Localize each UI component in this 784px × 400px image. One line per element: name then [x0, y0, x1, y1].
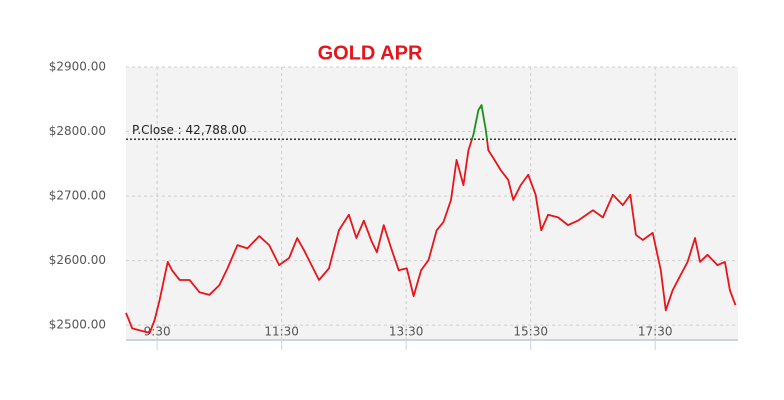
x-tick-label: 11:30 [264, 325, 299, 339]
x-tick-label: 15:30 [513, 325, 548, 339]
x-tick-label: 17:30 [638, 325, 673, 339]
y-tick-label: $2600.00 [49, 253, 106, 267]
reference-label: P.Close : 42,788.00 [132, 123, 247, 137]
y-tick-label: $2800.00 [49, 124, 106, 138]
price-line [125, 104, 737, 334]
x-tick-label: 9:30 [144, 325, 171, 339]
y-tick-label: $2700.00 [49, 189, 106, 203]
y-tick-label: $2500.00 [49, 318, 106, 332]
y-tick-label: $2900.00 [49, 60, 106, 74]
x-tick-label: 13:30 [389, 325, 424, 339]
plot-area [126, 67, 738, 340]
chart-title: GOLD APR [318, 42, 423, 64]
